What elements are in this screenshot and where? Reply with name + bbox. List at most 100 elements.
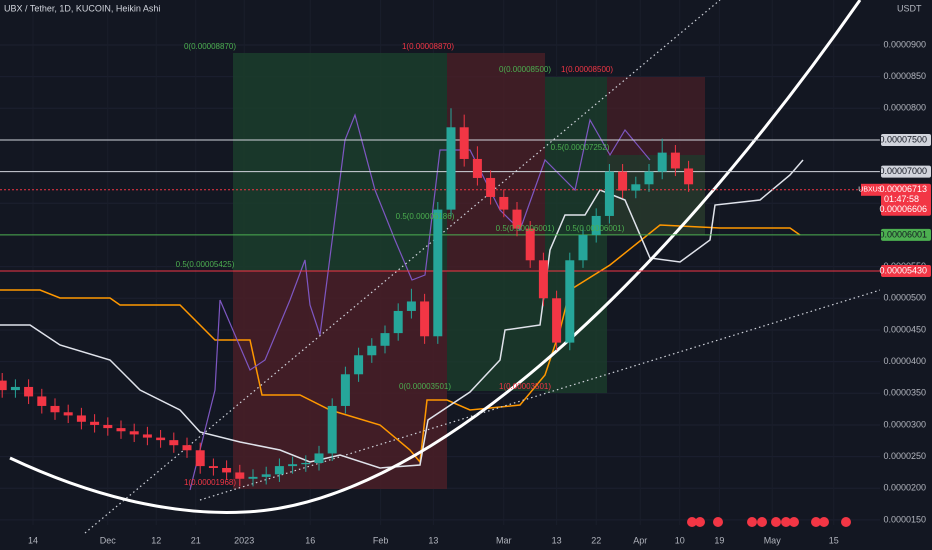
candle-body	[235, 472, 245, 479]
candle-body	[340, 374, 350, 406]
y-tick-label: 0.0000450	[883, 324, 926, 334]
candle-body	[327, 405, 337, 454]
candle-body	[591, 215, 601, 235]
x-tick-label: May	[764, 535, 782, 545]
candle-body	[103, 424, 113, 429]
chart-title: UBX / Tether, 1D, KUCOIN, Heikin Ashi	[4, 3, 160, 13]
candle-body	[618, 171, 628, 191]
candle-body	[459, 127, 469, 159]
countdown-label: 01:47:58	[884, 194, 919, 204]
fib-zone-green	[447, 271, 545, 391]
currency: USDT	[897, 3, 922, 13]
event-icons	[687, 517, 851, 527]
y-tick-label: 0.0000300	[883, 419, 926, 429]
x-tick-label: Dec	[100, 535, 117, 545]
price-tag-label: 0.00006001	[879, 229, 927, 239]
lagging-span	[189, 113, 651, 491]
x-tick-label: Apr	[633, 535, 647, 545]
candle-body	[63, 412, 73, 416]
price-tag-label: 0.00005430	[879, 265, 927, 275]
x-tick-label: 22	[591, 535, 601, 545]
x-tick-label: 15	[829, 535, 839, 545]
candle-body	[274, 466, 284, 475]
candle-body	[472, 158, 482, 178]
trendline	[84, 0, 721, 534]
candle-body	[261, 474, 271, 477]
candle-body	[657, 152, 667, 172]
conversion-line	[0, 159, 804, 469]
candle-body	[129, 431, 139, 435]
x-tick-label: 12	[151, 535, 161, 545]
price-tag	[881, 265, 931, 278]
candle-body	[644, 171, 654, 185]
fib-label: 0.5(0.00006001)	[566, 224, 625, 233]
fib-label: 0(0.00008870)	[184, 42, 236, 51]
price-tag	[881, 133, 931, 146]
parabolic-curve	[9, 0, 862, 514]
candle-body	[37, 396, 47, 406]
candle-body	[499, 196, 509, 210]
candle-body	[433, 209, 443, 337]
candle-body	[393, 310, 403, 334]
candle-body	[222, 468, 232, 473]
fib-label: 0(0.00008500)	[499, 65, 551, 74]
fib-label: 0.5(0.00007252)	[551, 143, 610, 152]
candle-body	[486, 177, 496, 197]
y-tick-label: 0.0000800	[883, 103, 926, 113]
candle-body	[142, 434, 152, 438]
y-tick-label: 0.0000850	[883, 71, 926, 81]
fib-label: 0.5(0.00006186)	[396, 212, 455, 221]
candle-body	[169, 440, 179, 446]
fib-zone-green	[233, 53, 447, 271]
fib-label: 1(0.00001968)	[184, 478, 236, 487]
x-tick-label: 21	[191, 535, 201, 545]
candle-body	[446, 127, 456, 210]
candle-body	[182, 445, 192, 451]
y-tick-label: 0.0000250	[883, 451, 926, 461]
x-tick-label: 16	[305, 535, 315, 545]
candle-body	[406, 301, 416, 311]
labels: 0.0000150 0.0000200 0.0000250 0.0000300 0.00…	[28, 39, 931, 545]
fib-zone-green	[607, 155, 705, 235]
candle-body	[552, 298, 562, 343]
y-tick-label: 0.0000350	[883, 388, 926, 398]
x-tick-label: 10	[675, 535, 685, 545]
candle-body	[76, 415, 86, 422]
fib-label: 1(0.00003501)	[499, 382, 551, 391]
candle-body	[670, 152, 680, 169]
candle-body	[565, 260, 575, 343]
fib-label: 0(0.00003501)	[399, 382, 451, 391]
candle-body	[195, 450, 205, 467]
candle-body	[208, 466, 218, 469]
price-tag	[881, 228, 931, 241]
x-tick-label: 13	[552, 535, 562, 545]
y-tick-label: 0.0000150	[883, 514, 926, 524]
symbol-label: UBXUSDT	[858, 187, 892, 194]
candle-body	[288, 464, 298, 467]
candle-body	[248, 476, 258, 479]
candle-body	[90, 421, 100, 425]
candle-body	[604, 171, 614, 216]
last-price-label: 0.00006713	[879, 184, 927, 194]
candle-body	[578, 234, 588, 261]
marks	[0, 108, 880, 487]
x-tick-label: Mar	[496, 535, 512, 545]
trendline	[199, 286, 891, 501]
y-tick-label: 0.0000500	[883, 293, 926, 303]
candle-body	[50, 405, 60, 413]
candle-body	[156, 437, 166, 441]
price-tag-label: 0.00007000	[879, 166, 927, 176]
fib-label: 0.5(0.00006001)	[496, 224, 555, 233]
y-tick-label: 0.0000400	[883, 356, 926, 366]
candle-body	[354, 355, 364, 375]
x-tick-label: 13	[428, 535, 438, 545]
x-tick-label: 19	[714, 535, 724, 545]
candle-body	[314, 453, 324, 463]
candle-body	[116, 428, 126, 432]
fib-label: 0.5(0.00005425)	[176, 260, 235, 269]
y-tick-label: 0.0000900	[883, 39, 926, 49]
candle-body	[0, 380, 7, 391]
candle-body	[512, 209, 522, 229]
candle-body	[10, 386, 20, 391]
